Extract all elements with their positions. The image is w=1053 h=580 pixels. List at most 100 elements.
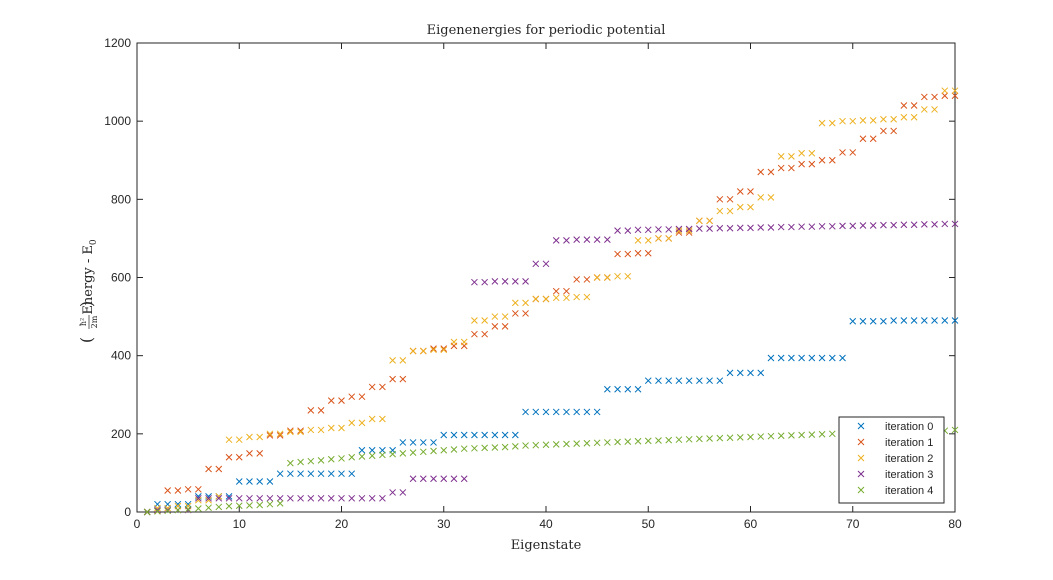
data-point-2 — [747, 203, 754, 211]
data-point-1 — [256, 450, 264, 457]
data-point-1 — [235, 453, 243, 461]
data-point-4 — [767, 432, 775, 440]
data-point-1 — [184, 485, 192, 493]
data-point-2 — [941, 87, 949, 95]
data-point-0 — [777, 354, 785, 362]
series-iteration-0 — [143, 317, 959, 516]
data-point-3 — [563, 237, 570, 244]
data-point-3 — [736, 224, 744, 232]
x-tick-label: 30 — [437, 517, 451, 531]
data-point-4 — [675, 436, 683, 444]
data-point-0 — [808, 354, 816, 362]
data-point-3 — [869, 222, 877, 229]
data-point-2 — [450, 338, 458, 346]
data-point-3 — [246, 494, 253, 502]
data-point-0 — [256, 478, 264, 485]
data-point-2 — [215, 493, 223, 500]
data-point-3 — [839, 222, 846, 230]
data-point-1 — [573, 276, 581, 283]
data-point-3 — [880, 221, 887, 229]
y-tick-label: 1000 — [104, 114, 131, 128]
data-point-4 — [614, 438, 621, 446]
data-point-3 — [266, 494, 274, 502]
data-point-2 — [327, 424, 335, 432]
data-point-1 — [246, 450, 253, 457]
data-point-2 — [379, 415, 386, 423]
data-point-4 — [552, 441, 560, 448]
data-point-4 — [235, 502, 243, 510]
data-point-0 — [419, 439, 427, 446]
data-point-3 — [450, 475, 458, 483]
data-point-3 — [522, 278, 529, 285]
y-tick-label: 0 — [124, 505, 131, 519]
data-point-4 — [788, 432, 795, 439]
data-point-0 — [849, 317, 857, 325]
data-point-2 — [389, 357, 396, 364]
data-point-4 — [266, 500, 274, 508]
data-point-3 — [542, 260, 550, 268]
data-point-3 — [481, 278, 489, 286]
data-point-4 — [389, 450, 396, 458]
data-point-1 — [777, 164, 785, 172]
data-point-4 — [491, 444, 499, 451]
data-point-2 — [542, 295, 550, 303]
data-point-2 — [757, 194, 765, 201]
data-point-4 — [184, 505, 192, 513]
data-point-3 — [154, 506, 161, 514]
data-point-1 — [317, 407, 325, 414]
data-point-0 — [880, 317, 887, 325]
data-point-2 — [235, 436, 243, 444]
data-point-4 — [348, 453, 356, 461]
data-point-2 — [511, 299, 519, 307]
data-point-0 — [552, 408, 560, 416]
data-point-3 — [491, 278, 499, 285]
data-point-2 — [859, 117, 867, 124]
data-point-4 — [798, 431, 805, 439]
data-point-2 — [491, 313, 499, 320]
data-point-3 — [655, 226, 662, 233]
data-point-2 — [338, 424, 345, 432]
data-point-4 — [808, 431, 816, 438]
data-point-3 — [593, 236, 601, 243]
data-point-4 — [317, 457, 325, 464]
data-point-0 — [788, 354, 795, 362]
data-point-4 — [685, 435, 693, 443]
data-point-0 — [747, 369, 754, 377]
data-point-1 — [716, 195, 724, 203]
legend-label-4: iteration 4 — [885, 485, 933, 497]
data-point-4 — [522, 442, 529, 449]
data-point-0 — [368, 446, 376, 454]
data-point-2 — [440, 346, 448, 354]
data-point-1 — [890, 127, 898, 135]
data-point-3 — [675, 225, 683, 233]
data-point-3 — [726, 224, 734, 232]
data-point-4 — [603, 439, 611, 446]
data-point-0 — [941, 317, 949, 324]
data-point-4 — [716, 434, 724, 442]
data-point-2 — [920, 106, 928, 113]
data-point-3 — [501, 278, 509, 285]
data-point-0 — [685, 377, 693, 385]
data-point-0 — [563, 408, 570, 416]
data-point-2 — [287, 428, 294, 436]
data-point-1 — [348, 393, 356, 401]
data-point-2 — [256, 433, 264, 441]
data-point-4 — [706, 435, 713, 442]
data-point-4 — [164, 507, 172, 515]
data-point-1 — [471, 330, 478, 338]
data-point-4 — [726, 434, 734, 442]
data-point-3 — [849, 222, 857, 230]
data-point-2 — [696, 217, 703, 225]
x-tick-label: 80 — [948, 517, 962, 531]
data-point-0 — [634, 385, 642, 393]
data-point-0 — [920, 317, 928, 324]
data-point-4 — [634, 437, 642, 445]
data-point-1 — [614, 250, 621, 258]
data-point-4 — [368, 452, 376, 460]
data-point-0 — [644, 377, 652, 385]
data-point-2 — [164, 504, 172, 512]
data-point-1 — [900, 102, 908, 109]
data-point-3 — [920, 220, 928, 228]
data-point-0 — [184, 500, 192, 508]
